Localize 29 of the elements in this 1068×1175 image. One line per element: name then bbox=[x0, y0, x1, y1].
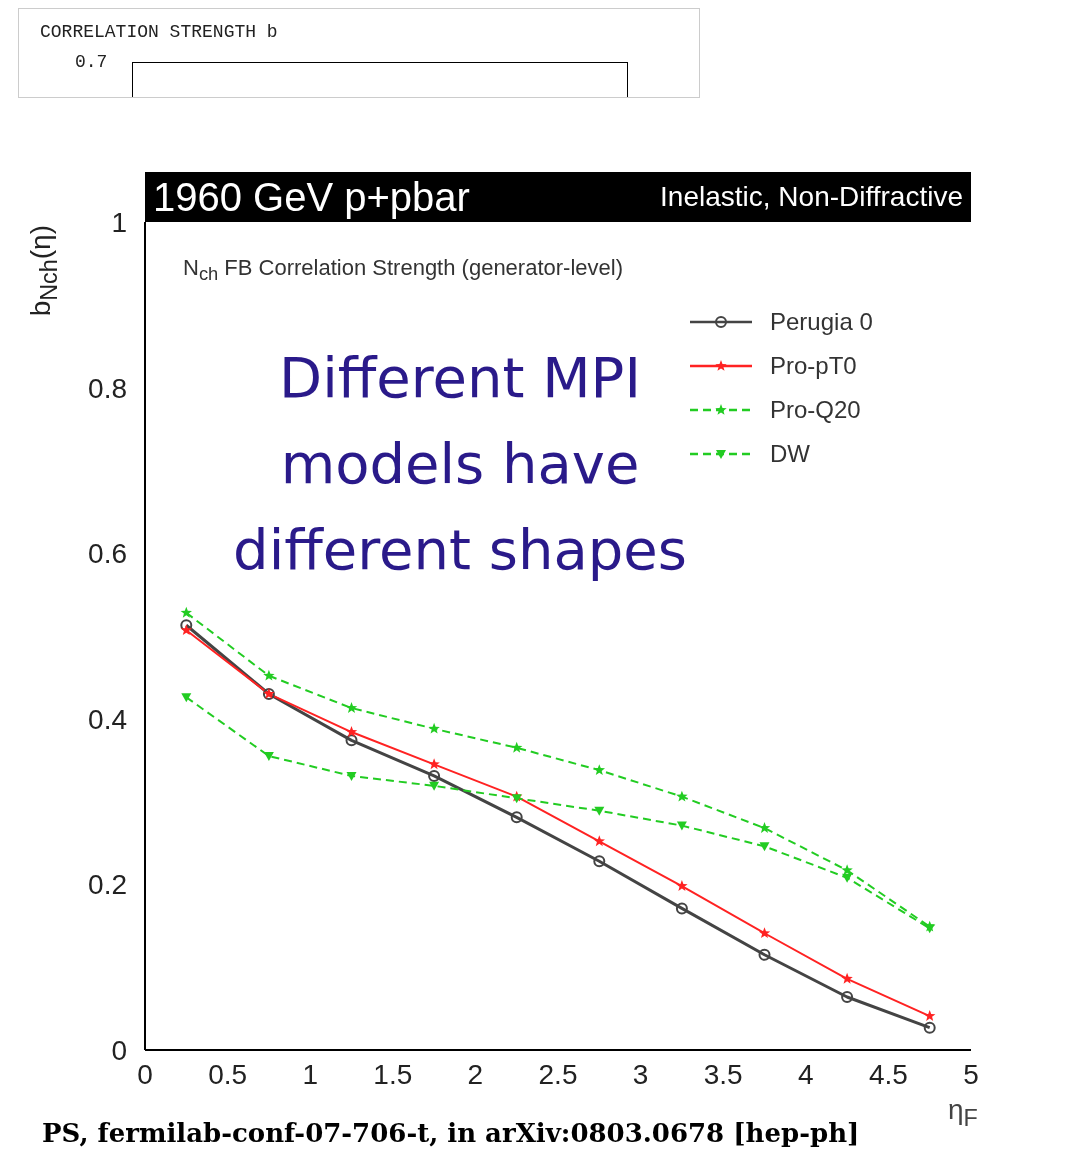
text: PS, fermilab-conf-07-706-t, in arXiv:0803.0678 [hep-ph] bbox=[42, 1118, 860, 1148]
x-tick-label: 1 bbox=[302, 1058, 318, 1090]
y-tick-label: 0 bbox=[111, 1034, 127, 1066]
annotation: Different MPI models have different shapes bbox=[232, 344, 688, 584]
text: CORRELATION STRENGTH b bbox=[40, 22, 278, 42]
x-tick-label: 3.5 bbox=[703, 1058, 743, 1090]
legend-label: Perugia 0 bbox=[770, 308, 873, 336]
x-tick-label: 5 bbox=[963, 1058, 979, 1090]
y-tick-label: 0.4 bbox=[88, 703, 127, 735]
legend-label: Pro-Q20 bbox=[770, 396, 861, 424]
legend-label: DW bbox=[770, 440, 810, 468]
x-tick-label: 1.5 bbox=[373, 1058, 413, 1090]
x-tick-label: 2.5 bbox=[538, 1058, 578, 1090]
x-tick-label: 4.5 bbox=[868, 1058, 908, 1090]
x-tick-label: 3 bbox=[632, 1058, 649, 1090]
chart-subtitle: Inelastic, Non-Diffractive bbox=[660, 181, 963, 213]
x-tick-label: 4 bbox=[798, 1058, 814, 1090]
chart-title: 1960 GeV p+pbar bbox=[153, 174, 470, 220]
y-tick-label: 0.6 bbox=[88, 538, 127, 570]
x-axis-title: η$_{F}$ bbox=[948, 1094, 978, 1132]
legend-label: Pro-pT0 bbox=[770, 352, 857, 380]
x-tick-label: 0 bbox=[137, 1058, 153, 1090]
text: 0.7 bbox=[75, 52, 108, 72]
x-tick-label: 2 bbox=[467, 1058, 484, 1090]
y-tick-label: 0.8 bbox=[88, 372, 127, 404]
annotation: N$_{ch}$ FB Correlation Strength (generator-level) bbox=[183, 255, 623, 286]
x-tick-label: 0.5 bbox=[208, 1058, 248, 1090]
y-tick-label: 0.2 bbox=[88, 869, 127, 901]
y-tick-label: 1 bbox=[111, 206, 127, 238]
